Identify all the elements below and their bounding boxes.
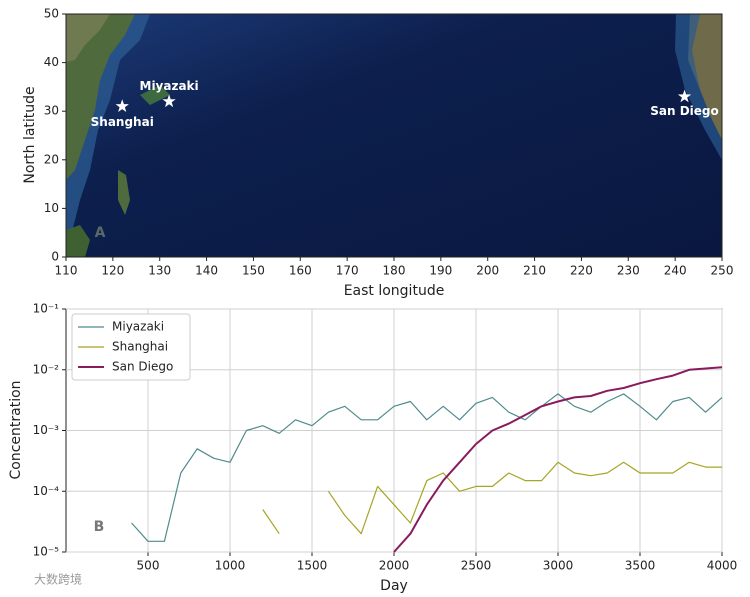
x-tick-label: 140 (195, 264, 218, 278)
y-tick-label: 10⁻¹ (33, 302, 60, 316)
x-tick-label: 2000 (379, 559, 410, 573)
x-tick-label: 230 (617, 264, 640, 278)
y-tick-label: 20 (44, 152, 59, 166)
series-line (131, 393, 723, 542)
x-tick-label: 160 (289, 264, 312, 278)
x-tick-label: 190 (429, 264, 452, 278)
y-axis-label: Concentration (8, 380, 24, 479)
x-tick-label: 1500 (297, 559, 328, 573)
x-tick-label: 220 (570, 264, 593, 278)
x-tick-label: 120 (101, 264, 124, 278)
legend-box (71, 313, 191, 381)
location-star (677, 89, 692, 103)
location-star (115, 99, 129, 112)
y-tick-label: 30 (44, 104, 59, 118)
x-tick-label: 210 (523, 264, 546, 278)
x-tick-label: 170 (336, 264, 359, 278)
x-tick-label: 3500 (625, 559, 656, 573)
x-tick-label: 2500 (461, 559, 492, 573)
series-line (262, 461, 722, 535)
location-label: Shanghai (91, 115, 154, 129)
x-tick-label: 500 (137, 559, 160, 573)
x-tick-label: 130 (148, 264, 171, 278)
y-tick-label: 10⁻² (33, 362, 60, 376)
y-tick-label: 10 (44, 201, 59, 215)
legend-label: Shanghai (112, 340, 168, 354)
x-tick-label: 240 (664, 264, 687, 278)
y-tick-label: 10⁻³ (33, 423, 60, 437)
location-label: San Diego (650, 104, 719, 118)
x-tick-label: 4000 (707, 559, 738, 573)
series-line (393, 366, 723, 553)
y-tick-label: 50 (44, 7, 59, 21)
panel-label: B (94, 519, 105, 535)
panel-label: A (95, 225, 106, 241)
y-tick-label: 40 (44, 55, 59, 69)
x-axis-label: East longitude (344, 283, 445, 299)
x-tick-label: 250 (711, 264, 734, 278)
map-background (66, 14, 722, 257)
x-tick-label: 110 (55, 264, 78, 278)
location-label: Miyazaki (140, 79, 199, 93)
y-tick-label: 10⁻⁴ (33, 484, 60, 498)
watermark: 大数跨境 (34, 572, 82, 587)
y-tick-label: 0 (51, 250, 59, 264)
y-tick-label: 10⁻⁵ (33, 545, 60, 559)
legend-label: Miyazaki (112, 320, 164, 334)
x-tick-label: 200 (476, 264, 499, 278)
y-axis-label: North latitude (22, 86, 38, 183)
x-axis-label: Day (380, 578, 408, 594)
plots: 110 120 130 140 150 160 170 180 190 200 210 220 230 2… (33, 7, 738, 573)
x-tick-label: 1000 (215, 559, 246, 573)
legend: Miyazaki Shanghai San Diego (71, 313, 191, 381)
legend-label: San Diego (112, 360, 173, 374)
x-tick-label: 180 (383, 264, 406, 278)
x-tick-label: 3000 (543, 559, 574, 573)
x-tick-label: 150 (242, 264, 265, 278)
location-star (162, 94, 176, 108)
